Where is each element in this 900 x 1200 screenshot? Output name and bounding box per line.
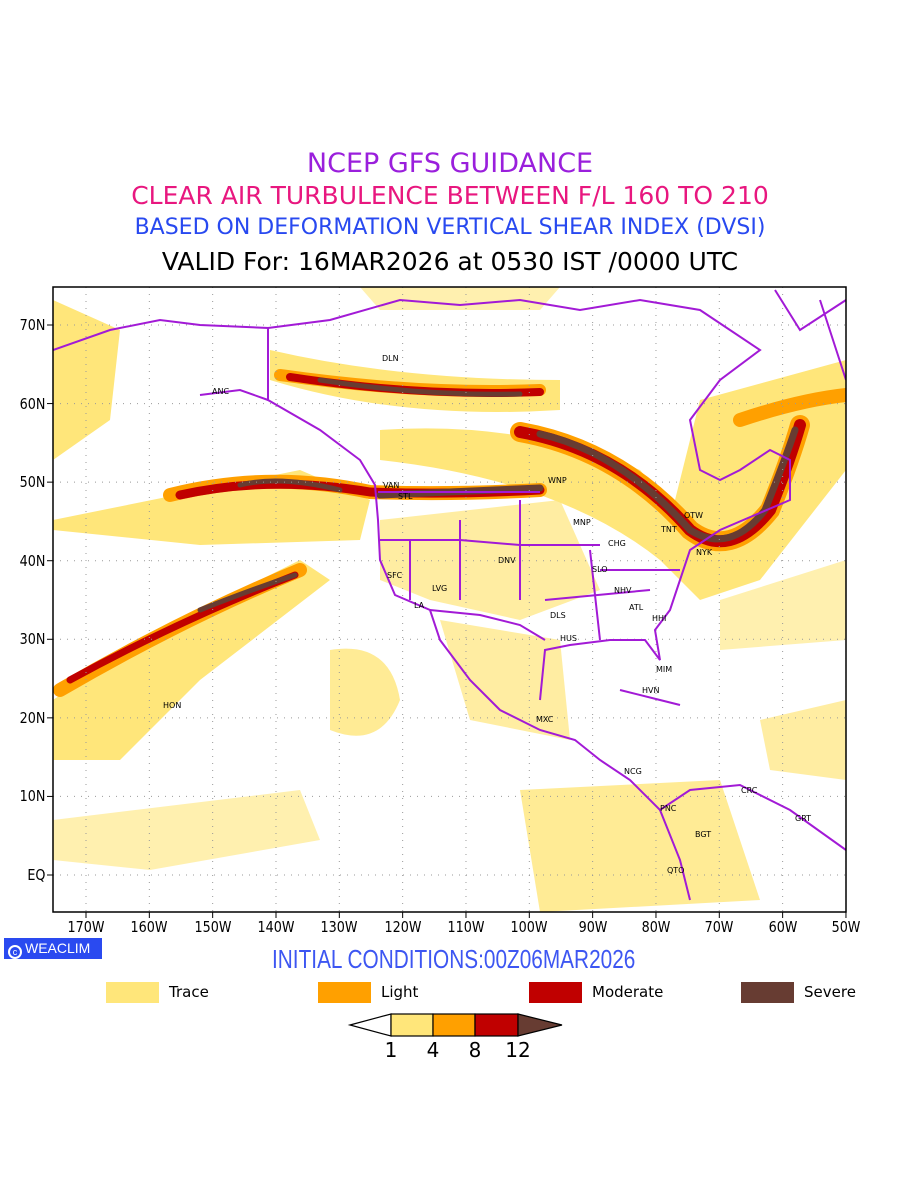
lon-label: 120W — [384, 918, 422, 936]
city-label: HVN — [642, 686, 659, 695]
legend-swatch-severe — [741, 982, 794, 1003]
legend-label-light: Light — [381, 983, 419, 1001]
lon-label: 170W — [67, 918, 105, 936]
legend-label-trace: Trace — [169, 983, 209, 1001]
colorbar-light — [432, 1013, 476, 1037]
city-label: CHG — [608, 539, 626, 548]
legend-swatch-moderate — [529, 982, 582, 1003]
copyright-icon: c — [8, 945, 22, 959]
city-label: STL — [398, 492, 413, 501]
colorbar-tick: 1 — [384, 1038, 398, 1062]
lon-label: 160W — [130, 918, 168, 936]
city-label: MNP — [573, 518, 591, 527]
city-label: SLO — [592, 565, 608, 574]
city-label: ANC — [212, 387, 229, 396]
city-label: CRC — [741, 786, 758, 795]
title-line-3: BASED ON DEFORMATION VERTICAL SHEAR INDE… — [134, 215, 766, 240]
initial-conditions: INITIAL CONDITIONS:00Z06MAR2026 — [272, 944, 636, 974]
lat-label: 70N — [19, 316, 46, 334]
valid-time: VALID For: 16MAR2026 at 0530 IST /0000 U… — [161, 247, 739, 276]
city-label: ATL — [629, 603, 644, 612]
colorbar-trace — [390, 1013, 434, 1037]
city-label: PNC — [660, 804, 677, 813]
city-label: LA — [414, 601, 425, 610]
lat-label: 30N — [19, 630, 46, 649]
city-label: BGT — [695, 830, 711, 839]
lon-label: 150W — [194, 918, 232, 936]
city-label: HUS — [560, 634, 577, 643]
lat-label: 50N — [19, 473, 46, 492]
lon-label: 90W — [578, 918, 608, 936]
city-label: WNP — [548, 476, 567, 485]
colorbar-over-arrow — [517, 1013, 563, 1037]
city-label: MIM — [656, 665, 672, 674]
lon-label: 50W — [831, 918, 861, 936]
city-label: OTW — [684, 511, 703, 520]
lat-label: 20N — [19, 708, 46, 727]
city-label: MXC — [536, 715, 554, 724]
city-label: SFC — [387, 571, 403, 580]
city-label: DNV — [498, 556, 516, 565]
trace-areas — [53, 287, 846, 912]
city-label: TNT — [660, 525, 677, 534]
title-line-1: NCEP GFS GUIDANCE — [306, 148, 594, 179]
lat-label: EQ — [27, 865, 46, 884]
city-label: GRT — [795, 814, 811, 823]
legend-swatch-light — [318, 982, 371, 1003]
legend-label-severe: Severe — [804, 983, 856, 1001]
colorbar — [347, 1013, 563, 1037]
lon-label: 80W — [641, 918, 671, 936]
colorbar-tick: 8 — [468, 1038, 482, 1062]
city-label: NCG — [624, 767, 642, 776]
lon-label: 60W — [768, 918, 798, 936]
lon-label: 140W — [257, 918, 295, 936]
city-label: HON — [163, 701, 181, 710]
lon-label: 110W — [447, 918, 485, 936]
city-label: NHV — [614, 586, 632, 595]
lat-label: 40N — [19, 551, 46, 570]
city-labels: DLN ANC VAN STL WNP MNP OTW TNT NYK CHG … — [163, 354, 811, 875]
colorbar-tick: 4 — [426, 1038, 440, 1062]
legend-swatch-trace — [106, 982, 159, 1003]
city-label: VAN — [383, 481, 399, 490]
lon-label: 70W — [704, 918, 734, 936]
city-label: NYK — [696, 548, 713, 557]
colorbar-moderate — [474, 1013, 519, 1037]
brand-text: WEACLIM — [25, 940, 91, 956]
lon-label: 100W — [510, 918, 548, 936]
legend-label-moderate: Moderate — [592, 983, 664, 1001]
city-label: DLS — [550, 611, 566, 620]
city-label: QTO — [667, 866, 684, 875]
city-label: HHI — [652, 614, 666, 623]
title-line-2: CLEAR AIR TURBULENCE BETWEEN F/L 160 TO … — [131, 181, 769, 210]
city-label: LVG — [432, 584, 447, 593]
colorbar-under-arrow — [347, 1013, 392, 1037]
lat-label: 60N — [19, 394, 46, 413]
city-label: DLN — [382, 354, 399, 363]
lon-label: 130W — [320, 918, 358, 936]
lat-label: 10N — [19, 787, 46, 806]
colorbar-tick: 12 — [505, 1038, 531, 1062]
weaclim-logo: c WEACLIM — [4, 938, 102, 959]
coastlines — [53, 289, 846, 901]
map-frame — [52, 286, 847, 913]
